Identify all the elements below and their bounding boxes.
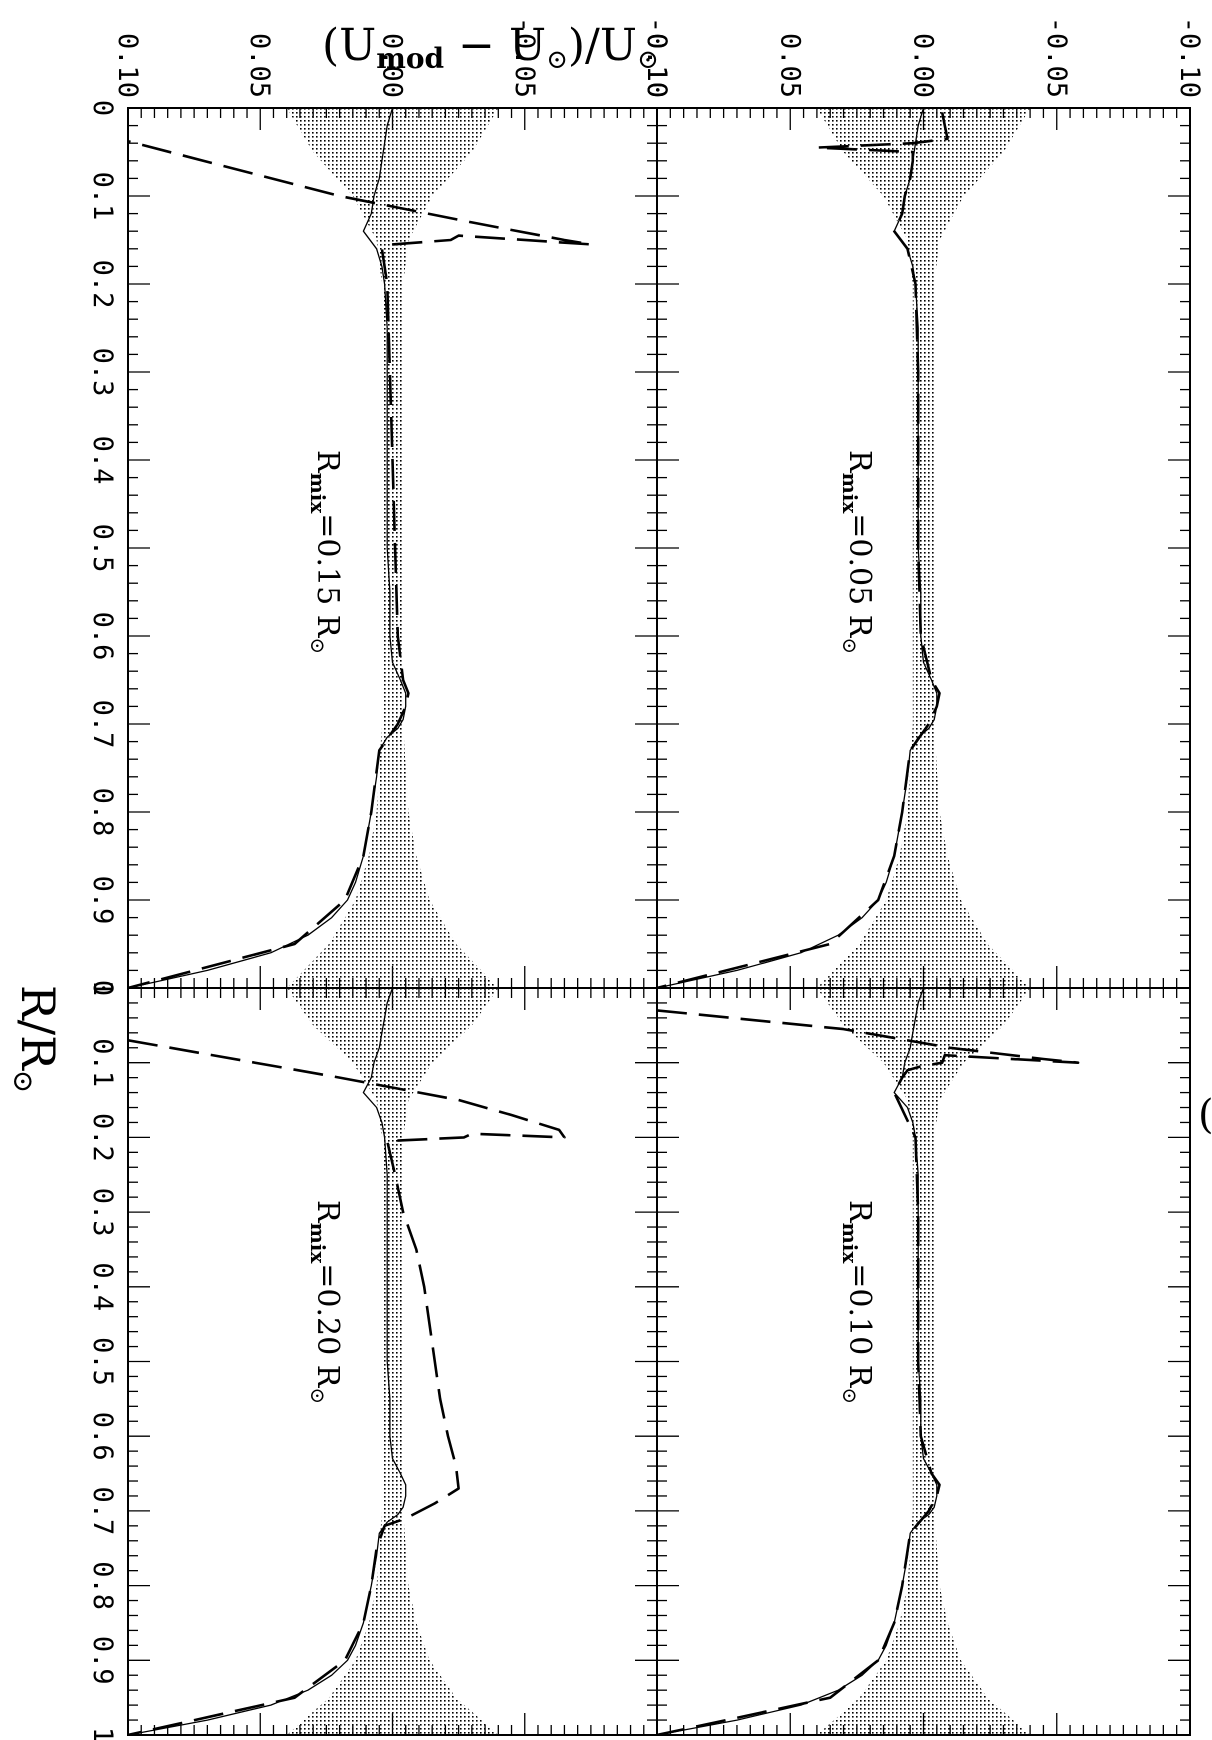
y-tick-label: 0.10 bbox=[112, 33, 143, 98]
y-tick-label: 0.05 bbox=[774, 33, 805, 98]
x-tick-label: 0.3 bbox=[87, 1188, 118, 1237]
solid-series-line bbox=[128, 988, 407, 1735]
y-tick-label: -0.10 bbox=[641, 17, 672, 98]
dashed-series-line bbox=[128, 1039, 566, 1735]
x-tick-label: 0.2 bbox=[87, 1113, 118, 1162]
x-tick-label: 0.9 bbox=[87, 876, 118, 925]
x-tick-label: 0.4 bbox=[87, 1262, 118, 1311]
y-tick-label: 0.00 bbox=[908, 33, 939, 98]
x-tick-label: 0 bbox=[87, 980, 118, 996]
x-tick-label: 0.1 bbox=[87, 172, 118, 221]
x-tick-label: 0.8 bbox=[87, 788, 118, 837]
x-tick-label: 0.5 bbox=[87, 1337, 118, 1386]
y-tick-label: 0.00 bbox=[377, 33, 408, 98]
x-tick-label: 0.7 bbox=[87, 1487, 118, 1536]
y-axis-title: (Umod − U⊙)/U⊙ bbox=[322, 20, 659, 75]
uncertainty-band bbox=[286, 988, 499, 1735]
x-tick-label: 0.6 bbox=[87, 1412, 118, 1461]
dashed-series-line bbox=[657, 112, 949, 988]
clipped-glyph: ( bbox=[1198, 1092, 1212, 1138]
uncertainty-band bbox=[816, 988, 1031, 1735]
dashed-series-line bbox=[657, 1009, 1080, 1735]
x-tick-label: 0.6 bbox=[87, 612, 118, 661]
x-tick-label: 0 bbox=[87, 100, 118, 116]
y-tick-label: 0.05 bbox=[244, 33, 275, 98]
x-tick-label: 0.2 bbox=[87, 260, 118, 309]
uncertainty-band bbox=[816, 108, 1031, 988]
x-tick-label: 0.4 bbox=[87, 436, 118, 485]
x-tick-label: 0.9 bbox=[87, 1636, 118, 1685]
y-tick-label: -0.10 bbox=[1174, 17, 1205, 98]
y-tick-label: -0.05 bbox=[509, 17, 540, 98]
x-tick-label: 1 bbox=[87, 980, 118, 996]
x-tick-label: 0.1 bbox=[87, 1038, 118, 1087]
dashed-series-line bbox=[128, 139, 593, 988]
chart-panel-3: 0 0.1 0.2 0.3 0.4 0.5 0.6 0.7 0.8 0.9 1 -0.10 -0.05 0… bbox=[87, 17, 672, 996]
panel-annotation: Rmix=0.10 R⊙ bbox=[838, 1200, 877, 1404]
panel-annotation: Rmix=0.20 R⊙ bbox=[306, 1200, 345, 1404]
x-tick-label: 0.8 bbox=[87, 1561, 118, 1610]
solid-series-line bbox=[128, 108, 407, 988]
y-tick-label: 0.10 bbox=[641, 33, 672, 98]
x-tick-label: 0.5 bbox=[87, 524, 118, 573]
panel-annotation: Rmix=0.05 R⊙ bbox=[838, 450, 877, 654]
chart-panel-2: Rmix=0.10 R⊙ bbox=[656, 987, 1191, 1736]
uncertainty-band bbox=[286, 108, 499, 988]
x-axis-title: R/R⊙ bbox=[7, 985, 65, 1093]
chart-panel-1: -0.10 -0.05 0.00 0.05 0.10 Rmix=0.05 R⊙ bbox=[641, 17, 1205, 989]
chart-panel-4: 0 0.1 0.2 0.3 0.4 0.5 0.6 0.7 0.8 0.9 1 Rmix=0.20 R… bbox=[87, 980, 658, 1740]
panel-annotation: Rmix=0.15 R⊙ bbox=[306, 450, 345, 654]
x-tick-label: 1 bbox=[87, 1727, 118, 1740]
y-tick-label: -0.05 bbox=[1041, 17, 1072, 98]
x-tick-label: 0.3 bbox=[87, 348, 118, 397]
x-tick-label: 0.7 bbox=[87, 700, 118, 749]
